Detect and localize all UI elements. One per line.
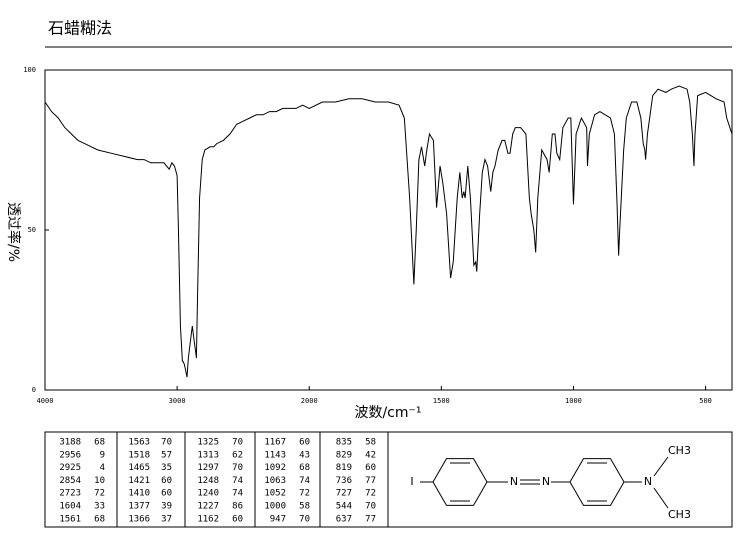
peak-transmittance: 4	[100, 463, 105, 473]
peak-transmittance: 60	[232, 514, 243, 524]
peak-transmittance: 74	[299, 476, 310, 486]
x-tick-label: 1500	[433, 397, 450, 405]
peak-transmittance: 35	[161, 463, 172, 473]
atom-label: CH3	[668, 444, 691, 457]
structure-lines	[420, 456, 669, 509]
peak-wavenumber: 1248	[197, 476, 219, 486]
atom-label: N	[644, 475, 652, 488]
peak-transmittance: 70	[161, 438, 172, 448]
peak-wavenumber: 544	[336, 502, 352, 512]
peak-transmittance: 72	[365, 489, 376, 499]
spectrum-line	[44, 85, 733, 378]
peak-wavenumber: 3188	[59, 438, 81, 448]
peak-transmittance: 68	[299, 463, 310, 473]
peak-transmittance: 58	[299, 502, 310, 512]
y-tick-label: 0	[32, 386, 36, 394]
title: 石蜡糊法	[48, 19, 112, 38]
peak-wavenumber: 1561	[59, 514, 81, 524]
peak-transmittance: 60	[161, 489, 172, 499]
peak-wavenumber: 1313	[197, 450, 219, 460]
peak-wavenumber: 1162	[197, 514, 219, 524]
peak-wavenumber: 1227	[197, 502, 219, 512]
peak-transmittance: 74	[232, 489, 243, 499]
peak-wavenumber: 1465	[128, 463, 150, 473]
peak-wavenumber: 1421	[128, 476, 150, 486]
peak-transmittance: 74	[232, 476, 243, 486]
x-tick-label: 3000	[169, 397, 186, 405]
peak-wavenumber: 637	[336, 514, 352, 524]
peak-transmittance: 60	[365, 463, 376, 473]
peak-wavenumber: 1143	[264, 450, 286, 460]
peak-transmittance: 42	[365, 450, 376, 460]
peak-transmittance: 60	[161, 476, 172, 486]
peak-transmittance: 60	[299, 438, 310, 448]
peak-transmittance: 68	[94, 514, 105, 524]
peak-wavenumber: 736	[336, 476, 352, 486]
peak-transmittance: 57	[161, 450, 172, 460]
y-tick-label: 100	[23, 66, 36, 74]
atom-label: CH3	[668, 508, 691, 521]
y-axis-label: 透过率/%	[5, 202, 22, 262]
peak-transmittance: 77	[365, 476, 376, 486]
peak-wavenumber: 1052	[264, 489, 286, 499]
peak-wavenumber: 1063	[264, 476, 286, 486]
peak-transmittance: 43	[299, 450, 310, 460]
peak-wavenumber: 1604	[59, 502, 81, 512]
peak-wavenumber: 2723	[59, 489, 81, 499]
peak-wavenumber: 1563	[128, 438, 150, 448]
peak-transmittance: 39	[161, 502, 172, 512]
peak-transmittance: 70	[365, 502, 376, 512]
peak-transmittance: 72	[94, 489, 105, 499]
peak-wavenumber: 1366	[128, 514, 150, 524]
peak-wavenumber: 1297	[197, 463, 219, 473]
peak-wavenumber: 2925	[59, 463, 81, 473]
peak-transmittance: 70	[299, 514, 310, 524]
x-tick-label: 2000	[301, 397, 318, 405]
peak-transmittance: 9	[100, 450, 105, 460]
plot-frame	[44, 69, 733, 391]
x-axis-label: 波数/cm⁻¹	[354, 405, 421, 421]
peak-wavenumber: 1377	[128, 502, 150, 512]
peak-wavenumber: 1325	[197, 438, 219, 448]
peak-wavenumber: 819	[336, 463, 352, 473]
peak-wavenumber: 727	[336, 489, 352, 499]
atom-label: N	[510, 475, 518, 488]
x-tick-label: 4000	[37, 397, 54, 405]
x-tick-label: 1000	[565, 397, 582, 405]
atom-label: N	[542, 475, 550, 488]
peak-wavenumber: 1240	[197, 489, 219, 499]
peak-wavenumber: 1167	[264, 438, 286, 448]
peak-wavenumber: 829	[336, 450, 352, 460]
peak-transmittance: 70	[232, 438, 243, 448]
x-tick-label: 500	[699, 397, 712, 405]
peak-wavenumber: 1000	[264, 502, 286, 512]
peak-wavenumber: 1092	[264, 463, 286, 473]
peak-wavenumber: 1410	[128, 489, 150, 499]
peak-transmittance: 58	[365, 438, 376, 448]
peak-wavenumber: 835	[336, 438, 352, 448]
peak-transmittance: 70	[232, 463, 243, 473]
peak-transmittance: 86	[232, 502, 243, 512]
peak-transmittance: 10	[94, 476, 105, 486]
peak-wavenumber: 1518	[128, 450, 150, 460]
atom-label: I	[410, 475, 413, 488]
peak-transmittance: 68	[94, 438, 105, 448]
peak-transmittance: 37	[161, 514, 172, 524]
peak-wavenumber: 2956	[59, 450, 81, 460]
peak-transmittance: 72	[299, 489, 310, 499]
peak-transmittance: 62	[232, 450, 243, 460]
peak-wavenumber: 2854	[59, 476, 81, 486]
peak-transmittance: 77	[365, 514, 376, 524]
peak-transmittance: 33	[94, 502, 105, 512]
peak-wavenumber: 947	[270, 514, 286, 524]
y-tick-label: 50	[28, 226, 36, 234]
